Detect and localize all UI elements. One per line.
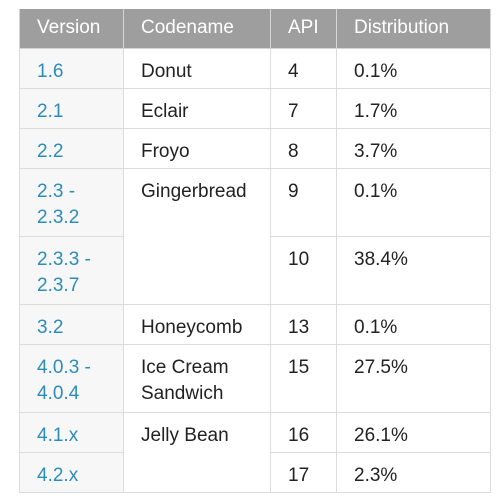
header-version: Version [19,9,124,49]
codename-cell: Honeycomb [123,303,271,345]
distribution-cell: 1.7% [336,87,491,129]
version-link[interactable]: 1.6 [19,47,124,89]
table-row: 1.6 Donut 4 0.1% [19,47,491,89]
codename-cell: Eclair [123,87,271,129]
table-row: 2.1 Eclair 7 1.7% [19,87,491,129]
distribution-cell: 3.7% [336,127,491,169]
api-cell: 17 [270,451,337,493]
version-link[interactable]: 4.2.x [19,451,124,493]
distribution-cell: 0.1% [336,167,491,237]
distribution-cell: 0.1% [336,303,491,345]
distribution-cell: 38.4% [336,235,491,305]
codename-cell: Ice Cream Sandwich [123,343,271,413]
header-codename: Codename [123,9,271,49]
table-row: 3.2 Honeycomb 13 0.1% [19,303,491,345]
table-header-row: Version Codename API Distribution [19,9,491,49]
api-cell: 4 [270,47,337,89]
api-cell: 7 [270,87,337,129]
version-link[interactable]: 2.2 [19,127,124,169]
codename-cell: Gingerbread [123,167,271,305]
api-cell: 16 [270,411,337,453]
api-cell: 10 [270,235,337,305]
table-row: 4.1.x Jelly Bean 16 26.1% [19,411,491,493]
version-link[interactable]: 2.3.3 - 2.3.7 [19,235,124,305]
version-link[interactable]: 2.1 [19,87,124,129]
version-link[interactable]: 3.2 [19,303,124,345]
header-api: API [270,9,337,49]
android-distribution-table: Version Codename API Distribution 1.6 Do… [19,9,491,493]
table-row: 2.3.3 - 2.3.7 10 38.4% [19,235,491,305]
distribution-cell: 0.1% [336,47,491,89]
api-cell: 9 [270,167,337,237]
distribution-cell: 26.1% [336,411,491,453]
table-row: 4.2.x 17 2.3% [19,451,491,493]
header-distribution: Distribution [336,9,491,49]
table-row: 2.2 Froyo 8 3.7% [19,127,491,169]
distribution-table-container: Version Codename API Distribution 1.6 Do… [19,9,491,493]
table-row: 4.0.3 - 4.0.4 Ice Cream Sandwich 15 27.5… [19,343,491,413]
version-link[interactable]: 4.0.3 - 4.0.4 [19,343,124,413]
api-cell: 8 [270,127,337,169]
distribution-cell: 2.3% [336,451,491,493]
api-cell: 13 [270,303,337,345]
version-link[interactable]: 4.1.x [19,411,124,453]
table-row: 2.3 - 2.3.2 Gingerbread 9 0.1% [19,167,491,305]
codename-cell: Froyo [123,127,271,169]
codename-cell: Donut [123,47,271,89]
codename-cell: Jelly Bean [123,411,271,493]
version-link[interactable]: 2.3 - 2.3.2 [19,167,124,237]
distribution-cell: 27.5% [336,343,491,413]
api-cell: 15 [270,343,337,413]
